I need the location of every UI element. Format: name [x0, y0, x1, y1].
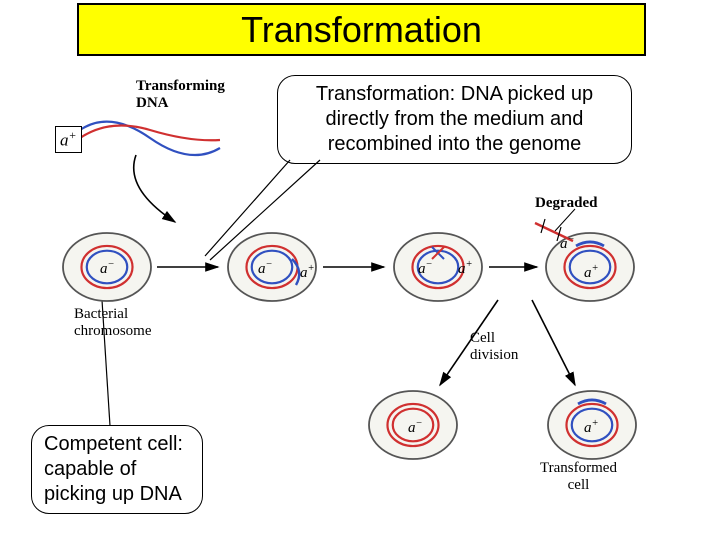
- label-degraded: Degraded: [535, 195, 598, 212]
- genotype-a_minus_frag: a−: [560, 234, 575, 253]
- genotype-a_plus_cell3: a+: [458, 259, 473, 278]
- label-bacterial_chromosome: Bacterial chromosome: [74, 306, 151, 340]
- genotype-a_minus_cell2: a−: [258, 259, 273, 278]
- genotype-a_minus_cell1: a−: [100, 259, 115, 278]
- genotype-a_plus_dna: a+: [55, 126, 82, 153]
- genotype-a_plus_cell2: a+: [300, 263, 315, 282]
- genotype-a_plus_cell4: a+: [584, 263, 599, 282]
- label-cell_division: Cell division: [470, 330, 518, 364]
- genotype-a_minus_cell3: a−: [418, 259, 433, 278]
- label-transforming_dna: Transforming DNA: [136, 78, 225, 112]
- genotype-a_plus_d2: a+: [584, 418, 599, 437]
- label-transformed_cell: Transformed cell: [540, 460, 617, 494]
- genotype-a_minus_d1: a−: [408, 418, 423, 437]
